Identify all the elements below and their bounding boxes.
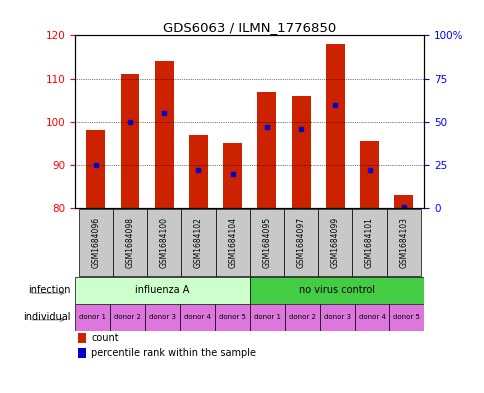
Text: GSM1684104: GSM1684104 <box>227 217 237 268</box>
Bar <box>78 209 113 276</box>
Text: donor 2: donor 2 <box>288 314 315 320</box>
Bar <box>181 209 215 276</box>
Title: GDS6063 / ILMN_1776850: GDS6063 / ILMN_1776850 <box>163 21 336 34</box>
Bar <box>75 277 249 304</box>
Text: donor 1: donor 1 <box>79 314 106 320</box>
Text: donor 4: donor 4 <box>183 314 211 320</box>
Text: GSM1684098: GSM1684098 <box>125 217 134 268</box>
Bar <box>147 209 181 276</box>
Text: donor 5: donor 5 <box>393 314 420 320</box>
Bar <box>354 304 389 331</box>
Bar <box>325 44 344 208</box>
Bar <box>121 74 139 208</box>
Text: GSM1684096: GSM1684096 <box>91 217 100 268</box>
Text: donor 2: donor 2 <box>114 314 141 320</box>
Bar <box>318 209 352 276</box>
Bar <box>284 304 319 331</box>
Bar <box>360 141 378 208</box>
Text: individual: individual <box>23 312 70 322</box>
Bar <box>386 209 420 276</box>
Text: GSM1684097: GSM1684097 <box>296 217 305 268</box>
Text: GSM1684103: GSM1684103 <box>398 217 408 268</box>
Text: donor 3: donor 3 <box>323 314 350 320</box>
Bar <box>154 61 173 208</box>
Bar <box>113 209 147 276</box>
Bar <box>291 96 310 208</box>
Text: GSM1684095: GSM1684095 <box>262 217 271 268</box>
Text: GSM1684100: GSM1684100 <box>159 217 168 268</box>
Text: count: count <box>91 333 119 343</box>
Bar <box>215 209 249 276</box>
Bar <box>352 209 386 276</box>
Bar <box>86 130 105 208</box>
Text: infection: infection <box>28 285 70 296</box>
Bar <box>257 92 276 208</box>
Bar <box>180 304 214 331</box>
Bar <box>249 277 424 304</box>
Bar <box>319 304 354 331</box>
Bar <box>145 304 180 331</box>
Bar <box>75 304 110 331</box>
Text: no virus control: no virus control <box>299 285 374 296</box>
Bar <box>214 304 249 331</box>
Text: GSM1684099: GSM1684099 <box>330 217 339 268</box>
Bar <box>249 304 284 331</box>
Bar <box>189 135 208 208</box>
Text: donor 1: donor 1 <box>253 314 280 320</box>
Text: donor 5: donor 5 <box>218 314 245 320</box>
Bar <box>389 304 424 331</box>
Bar <box>393 195 412 208</box>
Bar <box>249 209 284 276</box>
Bar <box>284 209 318 276</box>
Bar <box>223 143 242 208</box>
Text: influenza A: influenza A <box>135 285 189 296</box>
Text: GSM1684102: GSM1684102 <box>194 217 202 268</box>
Text: donor 4: donor 4 <box>358 314 385 320</box>
Text: percentile rank within the sample: percentile rank within the sample <box>91 348 256 358</box>
Text: GSM1684101: GSM1684101 <box>364 217 373 268</box>
Bar <box>110 304 145 331</box>
Text: donor 3: donor 3 <box>149 314 176 320</box>
